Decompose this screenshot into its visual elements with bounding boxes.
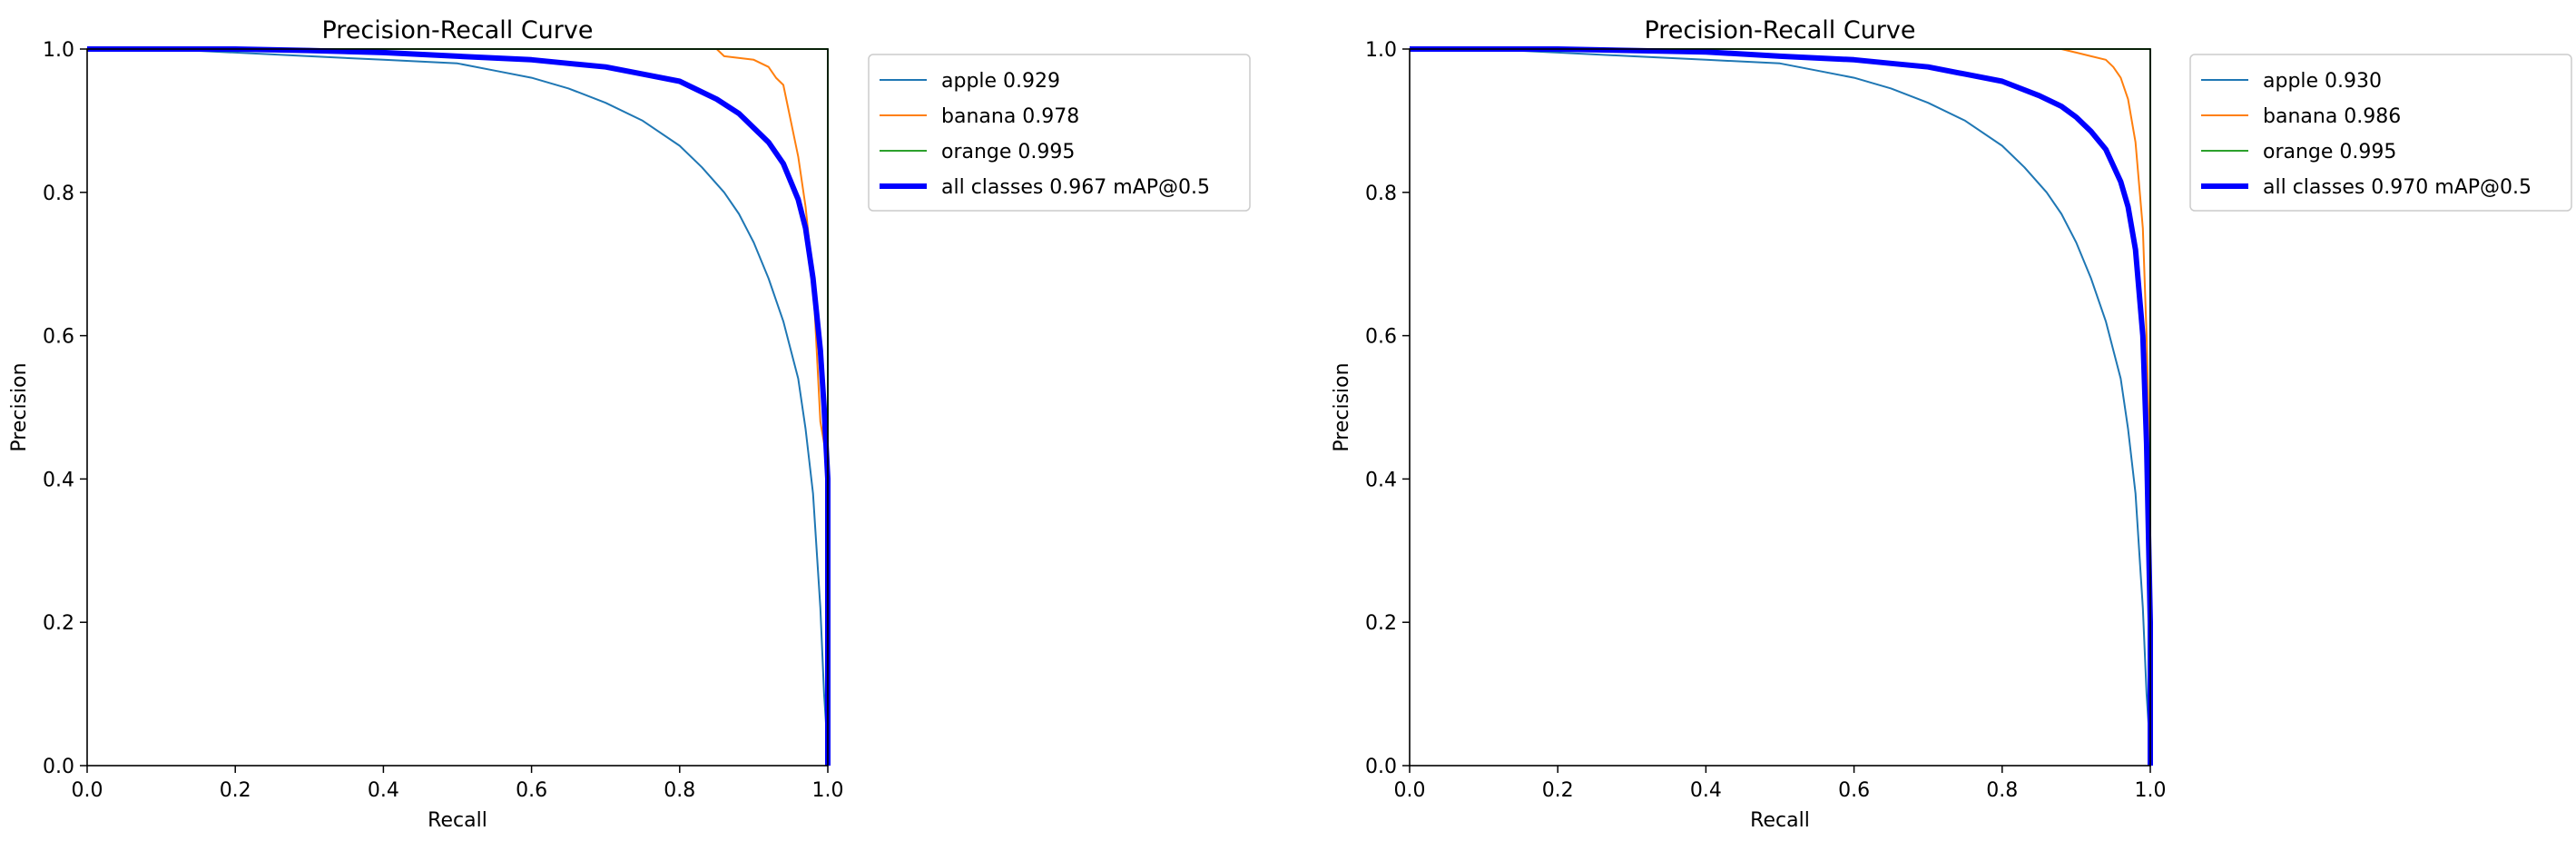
chart-2-x-tick-label: 1.0	[2135, 779, 2167, 802]
chart-1-y-axis-label: Precision	[8, 362, 31, 451]
chart-1-y-tick-label: 0.8	[43, 183, 74, 205]
chart-1-y-tick-label: 0.4	[43, 469, 74, 491]
chart-1-series-group	[87, 46, 831, 766]
chart-1-series-banana-line	[87, 48, 829, 766]
chart-1-series-apple-line	[87, 48, 829, 766]
chart-1-legend-box	[868, 54, 1251, 212]
chart-2-legend-label-apple: apple 0.930	[2263, 70, 2382, 93]
chart-2-series-orange-line	[1410, 48, 2151, 766]
chart-1-x-tick-label: 0.2	[220, 779, 251, 802]
chart-2-legend-box	[2189, 54, 2572, 212]
chart-2-x-tick-label: 0.8	[1986, 779, 2018, 802]
chart-1-y-tick-label: 1.0	[43, 39, 74, 62]
chart-1-x-axis-label: Recall	[428, 809, 487, 832]
chart-1-x-tick-label: 0.6	[516, 779, 547, 802]
chart-2-y-tick-label: 0.8	[1365, 183, 1397, 205]
chart-1-legend: apple 0.929 banana 0.978 orange 0.995 all c…	[868, 54, 1251, 212]
chart-1-legend-label-apple: apple 0.929	[941, 70, 1060, 93]
chart-2-y-axis-label: Precision	[1331, 362, 1353, 451]
chart-2-y-tick-label: 0.4	[1365, 469, 1397, 491]
chart-2-y-tick-label: 0.2	[1365, 612, 1397, 635]
chart-1-series-orange-line	[87, 48, 829, 766]
chart-1-y-tick-label: 0.6	[43, 326, 74, 349]
chart-2-series-apple-line	[1410, 48, 2151, 766]
chart-1: Precision-Recall Curve 0.0 0.2 0.4 0.6 0.8 1.0…	[8, 16, 1251, 832]
chart-2-series-group	[1410, 46, 2153, 766]
chart-2-legend: apple 0.930 banana 0.986 orange 0.995 all c…	[2189, 54, 2572, 212]
chart-2-x-tick-label: 0.4	[1690, 779, 1722, 802]
chart-2-series-banana-line	[1410, 48, 2151, 766]
chart-2-x-tick-label: 0.6	[1838, 779, 1870, 802]
chart-1-plot-frame	[86, 48, 829, 767]
chart-1-series-all-classes-line	[87, 46, 831, 766]
chart-1-legend-label-orange: orange 0.995	[941, 141, 1075, 163]
chart-2-y-tick-label: 0.6	[1365, 326, 1397, 349]
chart-2-series-all-classes-line	[1410, 46, 2153, 766]
chart-1-title: Precision-Recall Curve	[321, 16, 593, 45]
chart-2-x-tick-label: 0.2	[1542, 779, 1574, 802]
chart-2-x-tick-label: 0.0	[1394, 779, 1426, 802]
chart-2: Precision-Recall Curve 0.0 0.2 0.4 0.6 0.8 1.0…	[1331, 16, 2572, 832]
chart-2-plot-frame	[1409, 48, 2151, 767]
chart-2-legend-label-orange: orange 0.995	[2263, 141, 2396, 163]
chart-2-y-tick-label: 1.0	[1365, 39, 1397, 62]
chart-2-title: Precision-Recall Curve	[1644, 16, 1915, 45]
chart-1-x-tick-label: 0.8	[664, 779, 695, 802]
chart-1-y-tick-label: 0.2	[43, 612, 74, 635]
chart-2-legend-label-all-classes: all classes 0.970 mAP@0.5	[2263, 176, 2532, 199]
chart-1-x-tick-label: 0.4	[368, 779, 399, 802]
chart-1-legend-label-all-classes: all classes 0.967 mAP@0.5	[941, 176, 1210, 199]
chart-2-legend-label-banana: banana 0.986	[2263, 105, 2401, 128]
chart-1-x-tick-label: 0.0	[72, 779, 103, 802]
chart-2-x-axis-label: Recall	[1750, 809, 1810, 832]
chart-1-x-tick-label: 1.0	[812, 779, 844, 802]
chart-1-y-tick-label: 0.0	[43, 756, 74, 778]
chart-1-legend-label-banana: banana 0.978	[941, 105, 1079, 128]
chart-2-y-tick-label: 0.0	[1365, 756, 1397, 778]
